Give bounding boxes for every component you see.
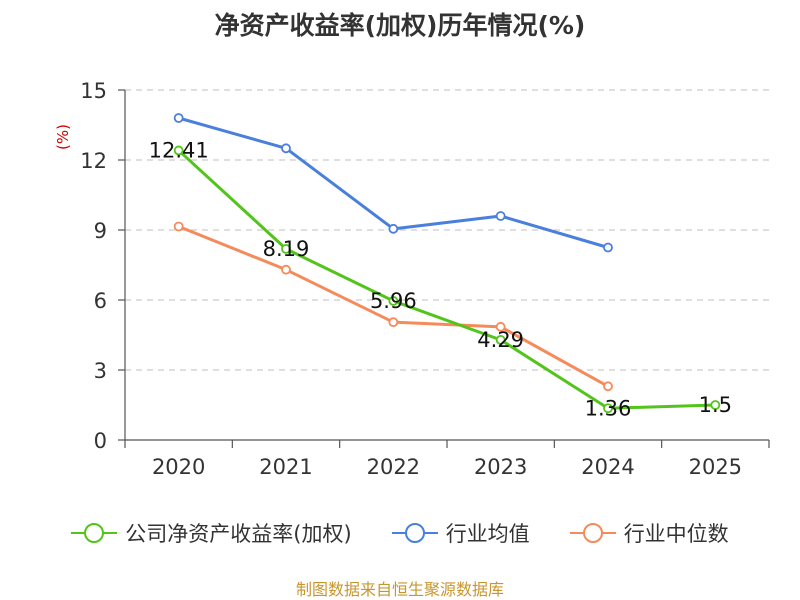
data-point-1	[281, 143, 291, 154]
x-tick-label: 2024	[581, 455, 634, 479]
data-source-note: 制图数据来自恒生聚源数据库	[295, 580, 504, 599]
data-point-0	[603, 403, 613, 414]
legend-item-industry-mean[interactable]: 行业均值	[391, 518, 530, 548]
data-label: 1.36	[585, 396, 632, 420]
data-point-1	[173, 113, 184, 123]
legend-label: 公司净资产收益率(加权)	[125, 522, 352, 546]
legend-marker-icon	[84, 523, 105, 543]
legend-marker-icon	[404, 523, 425, 543]
y-tick-label: 12	[80, 149, 107, 173]
x-tick-label: 2023	[474, 455, 527, 479]
data-point-0	[388, 296, 399, 306]
data-point-2	[281, 264, 291, 275]
data-label: 5.96	[370, 289, 417, 313]
y-tick-label: 9	[94, 219, 107, 243]
data-point-0	[710, 400, 721, 410]
legend-swatch-icon	[71, 522, 118, 544]
legend-label: 行业中位数	[623, 522, 729, 546]
chart-title: 净资产收益率(加权)历年情况(%)	[214, 11, 586, 40]
data-label: 1.5	[699, 393, 732, 417]
x-tick-label: 2020	[152, 455, 205, 479]
data-point-2	[603, 381, 613, 392]
y-tick-label: 6	[94, 289, 107, 313]
legend-label: 行业均值	[445, 522, 530, 546]
legend: 公司净资产收益率(加权) 行业均值 行业中位数	[0, 518, 800, 548]
data-label: 4.29	[477, 328, 524, 352]
legend-swatch-icon	[391, 522, 438, 544]
y-tick-label: 3	[94, 359, 107, 383]
data-label: 8.19	[263, 237, 310, 261]
legend-swatch-icon	[569, 522, 616, 544]
data-point-1	[495, 211, 506, 221]
series-line-0	[177, 149, 716, 410]
data-point-0	[173, 145, 184, 156]
data-point-0	[495, 334, 506, 345]
y-tick-label: 15	[80, 79, 107, 103]
data-point-1	[388, 223, 399, 234]
x-tick-label: 2022	[367, 455, 420, 479]
data-point-2	[495, 321, 506, 332]
data-label: 12.41	[149, 138, 209, 162]
x-tick-label: 2021	[259, 455, 312, 479]
x-tick-label: 2025	[689, 455, 742, 479]
legend-marker-icon	[582, 523, 603, 543]
data-point-2	[173, 221, 184, 232]
legend-item-company-roe[interactable]: 公司净资产收益率(加权)	[71, 518, 352, 548]
data-point-0	[281, 243, 291, 254]
y-tick-label: 0	[94, 429, 107, 453]
legend-item-industry-median[interactable]: 行业中位数	[569, 518, 729, 548]
data-point-2	[388, 317, 399, 328]
data-point-1	[603, 242, 613, 253]
